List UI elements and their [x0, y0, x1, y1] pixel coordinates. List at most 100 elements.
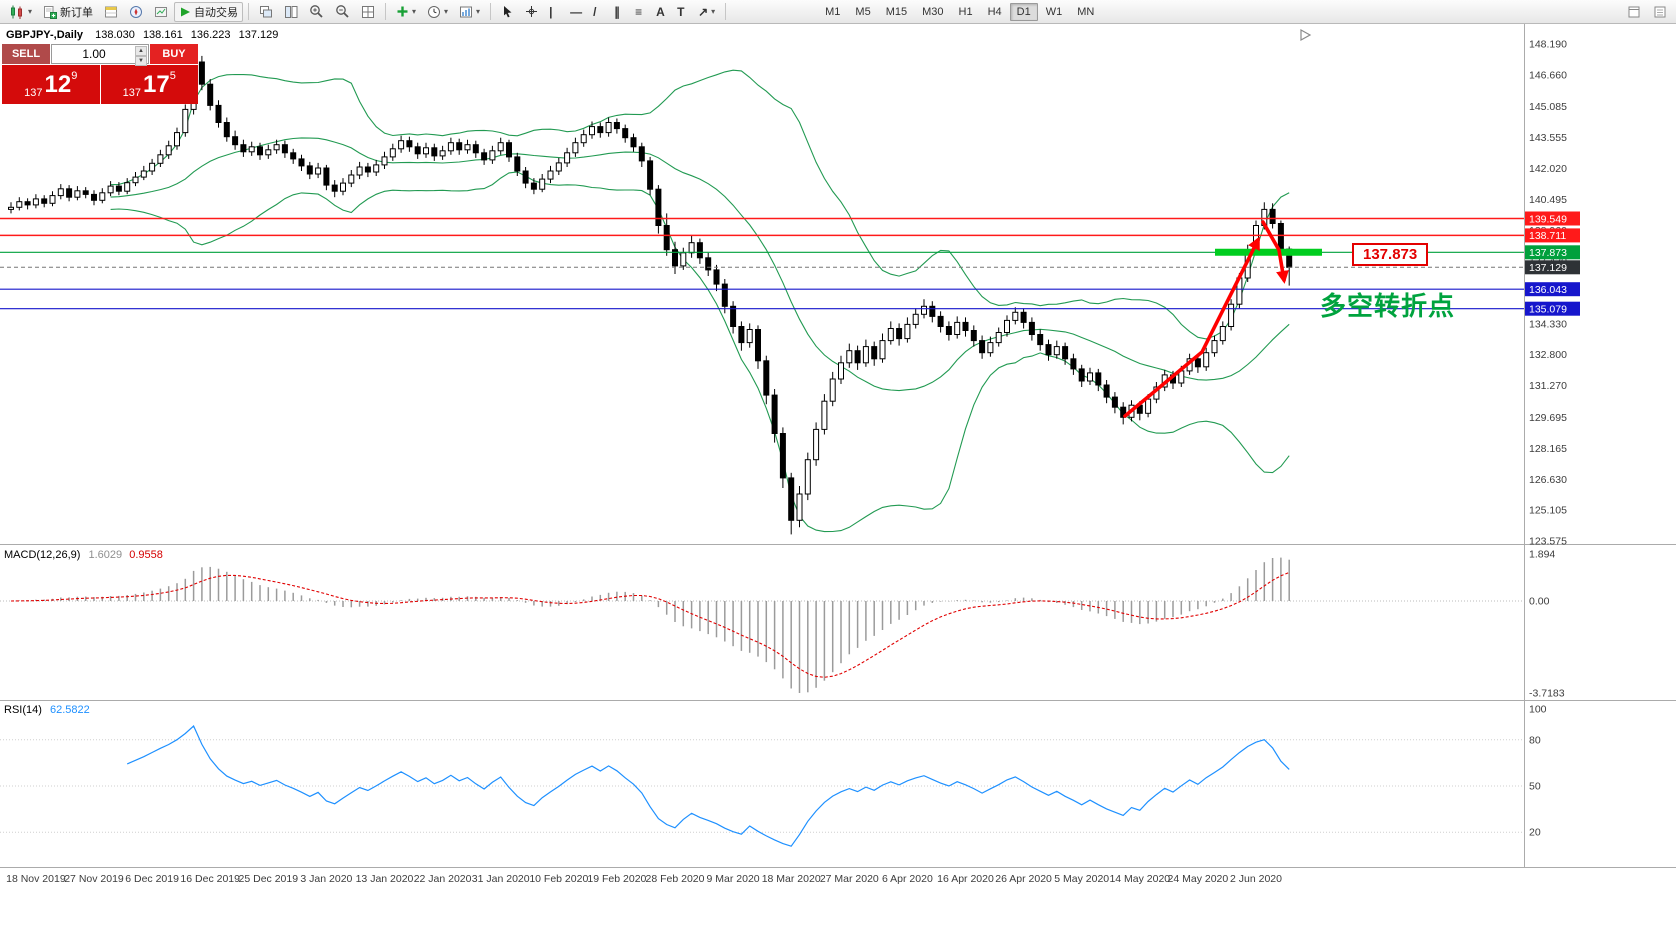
svg-text:143.555: 143.555: [1529, 132, 1567, 144]
svg-text:136.043: 136.043: [1529, 284, 1567, 296]
bid-price-button[interactable]: 137 12 9: [2, 65, 100, 104]
ask-price-button[interactable]: 137 17 5: [100, 65, 198, 104]
market-watch-icon: [104, 5, 118, 19]
channel-tool-button[interactable]: ∥: [609, 2, 629, 22]
zoom-out-button[interactable]: [330, 2, 355, 22]
vertical-line-tool-button[interactable]: |: [544, 2, 564, 22]
vertical-line-icon: |: [549, 4, 553, 19]
toolbar-right-group: [1622, 2, 1672, 22]
horizontal-line-icon: —: [570, 4, 583, 19]
svg-text:137.873: 137.873: [1529, 247, 1567, 259]
volume-increase-button[interactable]: ▲: [135, 46, 147, 56]
templates-button[interactable]: ▾: [454, 2, 485, 22]
trendline-tool-button[interactable]: /: [588, 2, 608, 22]
toolbar-separator: [725, 3, 727, 20]
tile-windows-button[interactable]: [356, 2, 380, 22]
timeframe-button-mn[interactable]: MN: [1070, 3, 1101, 21]
trend-arrows: [1123, 220, 1289, 418]
timeframe-button-m5[interactable]: M5: [848, 3, 877, 21]
price-tag-annotation[interactable]: 137.873: [1352, 243, 1429, 266]
svg-text:18 Mar 2020: 18 Mar 2020: [762, 873, 821, 885]
svg-text:1.894: 1.894: [1529, 549, 1555, 561]
fibonacci-tool-button[interactable]: ≡: [630, 2, 650, 22]
text-tool-button[interactable]: A: [651, 2, 671, 22]
chart-canvas[interactable]: 148.190 146.660 145.085 143.555 142.020 140.4…: [0, 24, 1676, 946]
svg-text:138.711: 138.711: [1529, 230, 1566, 242]
documents-button[interactable]: [1622, 2, 1646, 22]
crosshair-tool-button[interactable]: [520, 2, 543, 22]
turning-point-annotation[interactable]: 多空转折点: [1320, 291, 1456, 321]
svg-text:100: 100: [1529, 704, 1547, 716]
svg-text:6 Dec 2019: 6 Dec 2019: [125, 873, 179, 885]
svg-text:22 Jan 2020: 22 Jan 2020: [414, 873, 472, 885]
timeframe-button-w1[interactable]: W1: [1039, 3, 1070, 21]
macd-indicator-label: MACD(12,26,9) 1.6029 0.9558: [4, 549, 163, 561]
svg-text:0.00: 0.00: [1529, 596, 1550, 608]
timeframe-button-h1[interactable]: H1: [952, 3, 980, 21]
ask-price-prefix: 137: [122, 87, 142, 99]
svg-text:139.549: 139.549: [1529, 213, 1567, 225]
autotrade-play-icon: [179, 6, 191, 18]
svg-text:145.085: 145.085: [1529, 101, 1567, 113]
rsi-axis-labels: 100 80 50 20: [1529, 704, 1547, 839]
cursor-tool-button[interactable]: [496, 2, 519, 22]
auto-trading-button[interactable]: 自动交易: [174, 1, 244, 22]
window-cascade-icon: [259, 5, 273, 19]
new-order-button[interactable]: 新订单: [38, 2, 98, 22]
svg-text:148.190: 148.190: [1529, 39, 1567, 51]
zoom-in-button[interactable]: [304, 2, 329, 22]
buy-button[interactable]: BUY: [150, 44, 198, 64]
svg-text:137.129: 137.129: [1529, 262, 1567, 274]
toolbar-separator: [248, 3, 250, 20]
periods-button[interactable]: ▾: [422, 2, 453, 22]
trendline-icon: /: [593, 4, 597, 19]
svg-text:16 Apr 2020: 16 Apr 2020: [937, 873, 994, 885]
timeframe-button-m30[interactable]: M30: [915, 3, 950, 21]
high-value: 138.161: [142, 29, 183, 41]
navigator-icon: [129, 5, 143, 19]
window-cascade-button[interactable]: [254, 2, 278, 22]
volume-input[interactable]: [52, 45, 148, 63]
volume-decrease-button[interactable]: ▼: [135, 56, 147, 66]
window-list-button[interactable]: [1648, 2, 1672, 22]
svg-text:-3.7183: -3.7183: [1529, 688, 1565, 700]
scroll-shift-marker[interactable]: [1300, 28, 1312, 42]
chevron-down-icon: ▾: [412, 7, 417, 16]
rsi-name: RSI(14): [4, 704, 42, 716]
svg-text:2 Jun 2020: 2 Jun 2020: [1230, 873, 1282, 885]
timeframe-button-d1[interactable]: D1: [1009, 2, 1038, 21]
svg-text:140.495: 140.495: [1529, 194, 1567, 206]
navigator-button[interactable]: [124, 2, 148, 22]
svg-text:5 May 2020: 5 May 2020: [1054, 873, 1109, 885]
arrows-tool-button[interactable]: ↗ ▾: [693, 2, 720, 22]
label-tool-button[interactable]: T: [672, 2, 692, 22]
timeframe-button-m1[interactable]: M1: [818, 3, 847, 21]
svg-text:9 Mar 2020: 9 Mar 2020: [707, 873, 760, 885]
svg-text:27 Mar 2020: 27 Mar 2020: [820, 873, 879, 885]
window-tile-button[interactable]: [279, 2, 303, 22]
horizontal-line-tool-button[interactable]: —: [565, 2, 587, 22]
terminal-button[interactable]: [149, 2, 173, 22]
timeframe-button-m15[interactable]: M15: [879, 3, 914, 21]
svg-text:3 Jan 2020: 3 Jan 2020: [300, 873, 352, 885]
volume-spinner: ▲ ▼: [135, 46, 147, 66]
new-chart-button[interactable]: ▾: [4, 2, 37, 22]
label-icon: T: [677, 4, 685, 19]
svg-text:128.165: 128.165: [1529, 443, 1567, 455]
panel-separators: [0, 24, 1676, 868]
volume-field-wrap: ▲ ▼: [51, 44, 149, 66]
sell-button[interactable]: SELL: [2, 44, 50, 64]
ask-price-sup: 5: [169, 70, 176, 82]
arrows-icon: ↗: [698, 4, 709, 19]
svg-text:10 Feb 2020: 10 Feb 2020: [529, 873, 588, 885]
close-value: 137.129: [238, 29, 279, 41]
market-watch-button[interactable]: [99, 2, 123, 22]
window-tile-icon: [284, 5, 298, 19]
channel-icon: ∥: [614, 4, 621, 19]
window-list-icon: [1653, 5, 1667, 19]
new-order-label: 新订单: [60, 6, 94, 19]
timeframe-button-h4[interactable]: H4: [981, 3, 1009, 21]
indicators-button[interactable]: ▾: [391, 2, 421, 22]
chevron-down-icon: ▾: [711, 7, 716, 16]
